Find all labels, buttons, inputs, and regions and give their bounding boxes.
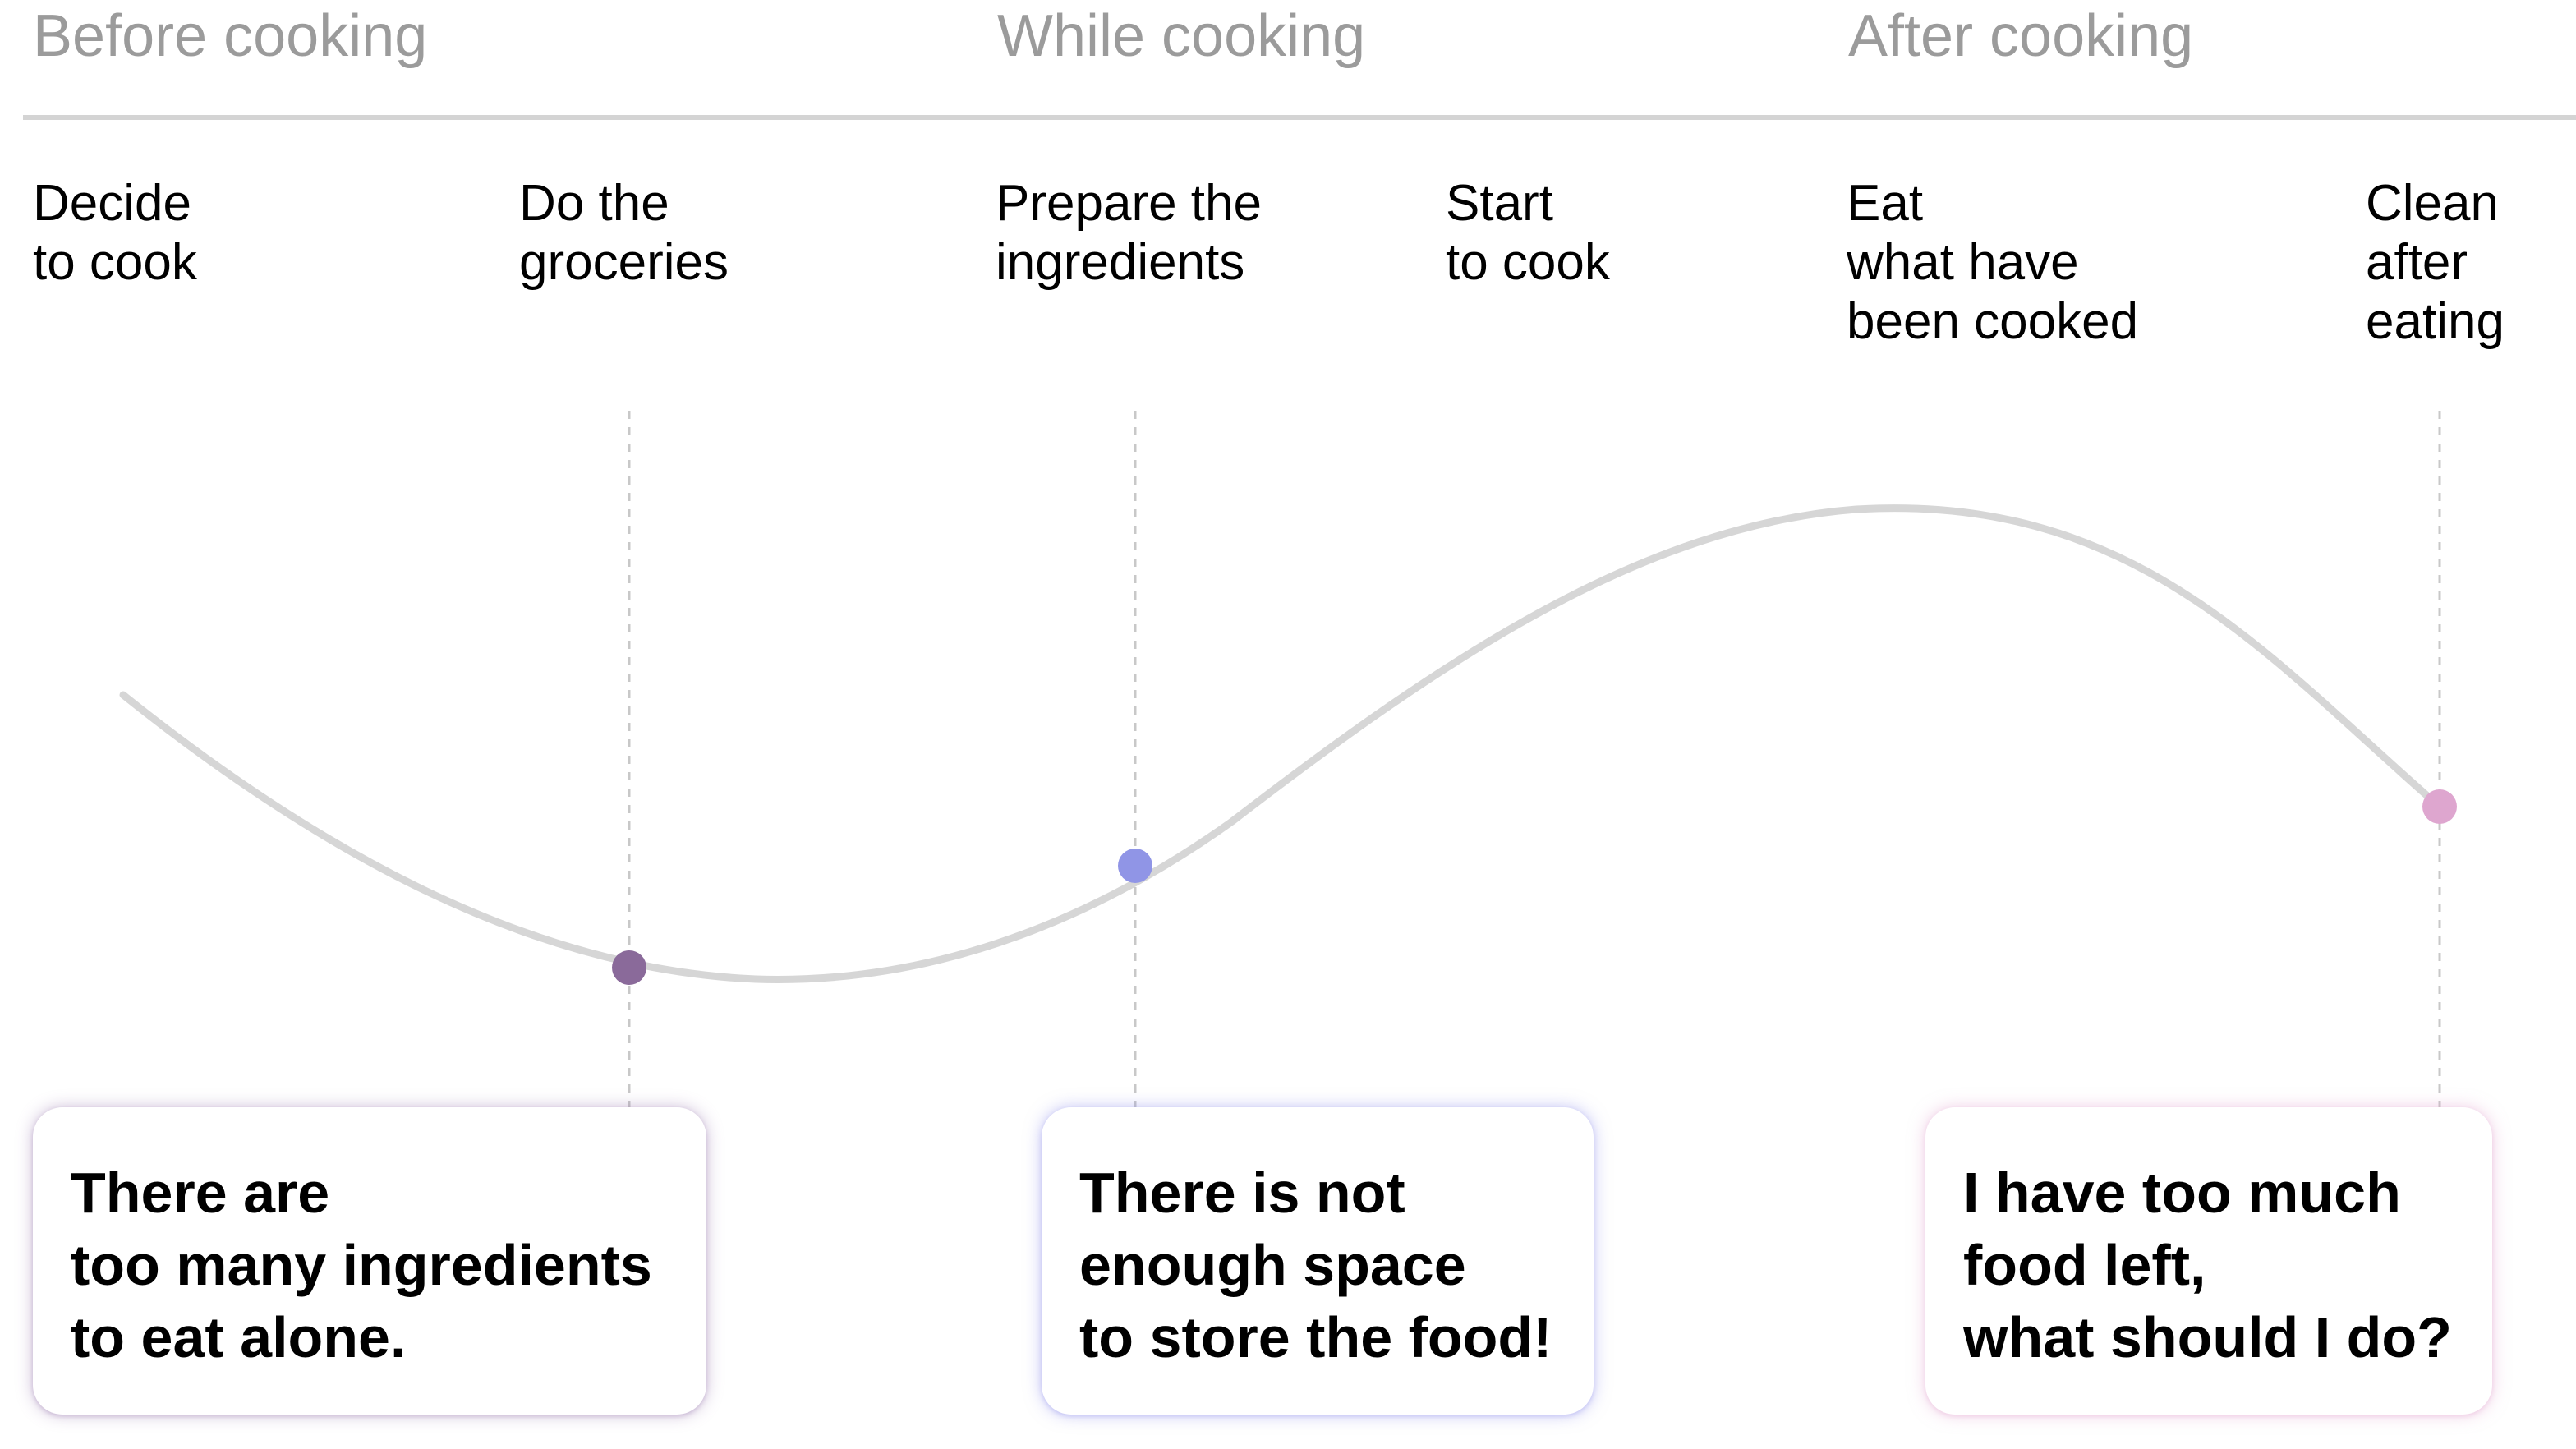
step-line: Prepare the — [996, 175, 1262, 232]
step-do-the-groceries: Do the groceries — [519, 174, 729, 292]
step-line: Decide — [33, 175, 191, 232]
card-line: to store the food! — [1079, 1305, 1552, 1369]
phase-while-cooking: While cooking — [997, 3, 1366, 69]
pain-point-card-storage: There is not enough space to store the f… — [1042, 1107, 1594, 1414]
step-line: after — [2366, 234, 2468, 291]
card-line: enough space — [1079, 1233, 1466, 1297]
pain-point-marker-clean — [2422, 789, 2457, 824]
card-line: There are — [71, 1161, 330, 1225]
step-clean-after-eating: Clean after eating — [2366, 174, 2505, 352]
step-line: Eat — [1847, 175, 1924, 232]
step-prepare-ingredients: Prepare the ingredients — [996, 174, 1262, 292]
step-line: Start — [1446, 175, 1553, 232]
pain-point-card-ingredients: There are too many ingredients to eat al… — [33, 1107, 706, 1414]
step-line: what have — [1847, 234, 2079, 291]
pain-point-card-leftovers: I have too much food left, what should I… — [1925, 1107, 2492, 1414]
step-decide-to-cook: Decide to cook — [33, 174, 197, 292]
step-start-to-cook: Start to cook — [1446, 174, 1610, 292]
phase-divider — [23, 115, 2576, 120]
card-line: There is not — [1079, 1161, 1405, 1225]
card-line: what should I do? — [1963, 1305, 2452, 1369]
step-line: groceries — [519, 234, 729, 291]
step-line: Clean — [2366, 175, 2499, 232]
pain-point-marker-groceries — [612, 950, 646, 985]
card-line: food left, — [1963, 1233, 2206, 1297]
phase-after-cooking: After cooking — [1848, 3, 2194, 69]
step-line: eating — [2366, 293, 2505, 350]
step-eat: Eat what have been cooked — [1847, 174, 2138, 352]
step-line: been cooked — [1847, 293, 2139, 350]
step-line: to cook — [33, 234, 197, 291]
step-line: Do the — [519, 175, 669, 232]
phase-before-cooking: Before cooking — [33, 3, 428, 69]
step-line: to cook — [1446, 234, 1610, 291]
card-line: to eat alone. — [71, 1305, 407, 1369]
card-line: I have too much — [1963, 1161, 2401, 1225]
pain-point-marker-prepare — [1118, 849, 1152, 883]
step-line: ingredients — [996, 234, 1245, 291]
experience-curve — [119, 504, 2444, 983]
card-line: too many ingredients — [71, 1233, 652, 1297]
